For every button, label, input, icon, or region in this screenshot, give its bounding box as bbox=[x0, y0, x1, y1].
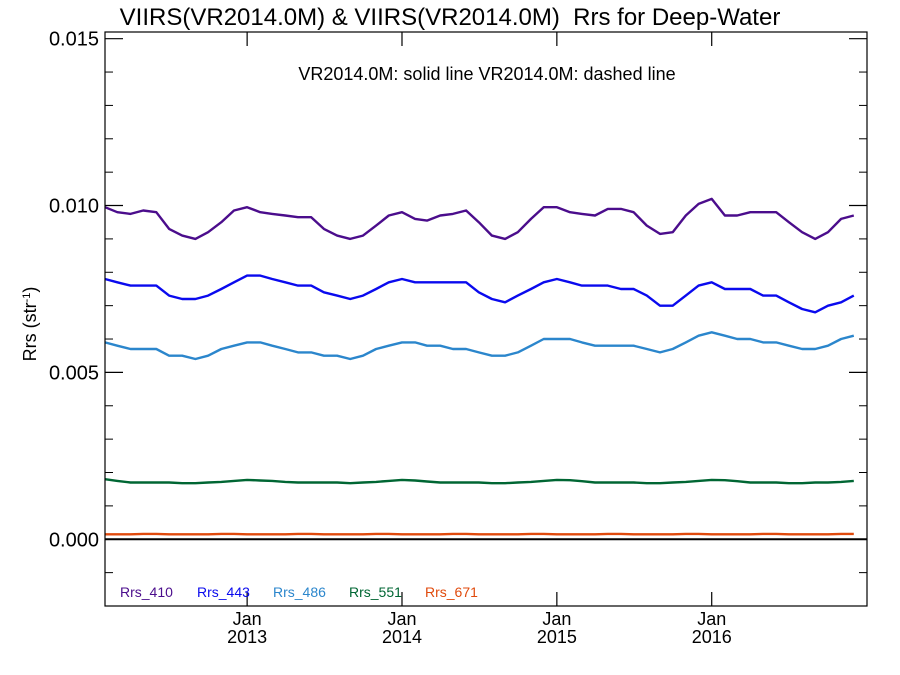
y-axis-label-sup: -1 bbox=[21, 293, 33, 303]
x-tick-month-label: Jan bbox=[387, 609, 416, 629]
x-tick-year-label: 2015 bbox=[537, 627, 577, 647]
x-tick-month-label: Jan bbox=[233, 609, 262, 629]
y-axis-label-close: ) bbox=[20, 287, 40, 293]
x-tick-month-label: Jan bbox=[542, 609, 571, 629]
y-tick-label: 0.000 bbox=[49, 529, 99, 551]
y-tick-label: 0.005 bbox=[49, 362, 99, 384]
series-line-rrs-410 bbox=[104, 197, 855, 241]
legend-item-rrs-671: Rrs_671 bbox=[425, 584, 478, 600]
x-tick-month-label: Jan bbox=[697, 609, 726, 629]
series-layer bbox=[104, 197, 855, 536]
series-line-rrs-486 bbox=[104, 331, 855, 361]
y-axis-label: Rrs (str-1) bbox=[20, 287, 40, 362]
x-tick-year-label: 2013 bbox=[227, 627, 267, 647]
plot-frame bbox=[104, 31, 868, 607]
x-tick-year-label: 2016 bbox=[692, 627, 732, 647]
legend: Rrs_410 Rrs_443 Rrs_486 Rrs_551 Rrs_671 bbox=[120, 584, 478, 600]
chart-title: VIIRS(VR2014.0M) & VIIRS(VR2014.0M) Rrs … bbox=[119, 4, 781, 31]
series-line-rrs-443 bbox=[104, 274, 855, 314]
y-axis-label-main: Rrs (str bbox=[20, 302, 40, 361]
ticks-layer: 0.0000.0050.0100.015Jan2013Jan2014Jan201… bbox=[49, 29, 867, 647]
x-tick-year-label: 2014 bbox=[382, 627, 422, 647]
series-line-rrs-551 bbox=[104, 478, 854, 485]
legend-item-rrs-551: Rrs_551 bbox=[349, 584, 402, 600]
line-style-annotation: VR2014.0M: solid line VR2014.0M: dashed … bbox=[298, 64, 675, 84]
legend-item-rrs-486: Rrs_486 bbox=[273, 584, 326, 600]
legend-item-rrs-410: Rrs_410 bbox=[120, 584, 173, 600]
y-tick-label: 0.015 bbox=[49, 29, 99, 51]
y-tick-label: 0.010 bbox=[49, 196, 99, 218]
legend-item-rrs-443: Rrs_443 bbox=[197, 584, 250, 600]
